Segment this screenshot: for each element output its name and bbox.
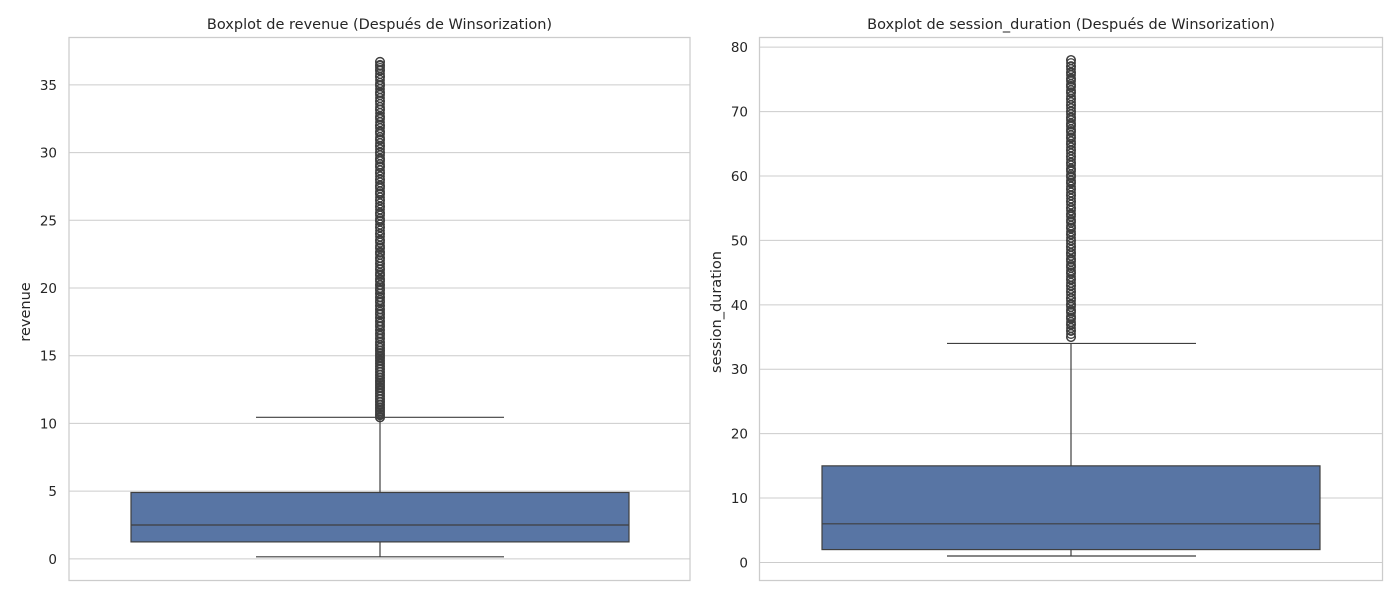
y-tick-labels-revenue: 0 5 10 15 20 25 30 35: [40, 78, 57, 568]
y-tick-label: 0: [48, 552, 57, 568]
iqr-box-session-duration: [821, 465, 1321, 551]
boxplot-session-duration: [821, 55, 1321, 557]
outlier-point-session-duration: [1066, 58, 1076, 69]
y-tick-label: 20: [40, 281, 57, 297]
y-tick-label: 70: [731, 105, 748, 121]
y-tick-label: 35: [40, 78, 57, 94]
chart-title-revenue: Boxplot de revenue (Después de Winsoriza…: [207, 17, 552, 33]
y-tick-label: 25: [40, 213, 57, 229]
y-tick-label: 10: [731, 491, 748, 507]
y-tick-label: 0: [739, 555, 748, 571]
y-tick-label: 60: [731, 169, 748, 185]
y-tick-label: 80: [731, 40, 748, 56]
y-tick-label: 10: [40, 416, 57, 432]
y-tick-labels-session-duration: 0 10 20 30 40 50 60 70 80: [731, 40, 748, 571]
boxplot-revenue: [130, 56, 630, 558]
outlier-point-session-duration: [1066, 61, 1076, 72]
plot-frame-session-duration: [758, 36, 1384, 582]
y-tick-label: 15: [40, 349, 57, 365]
y-tick-label: 30: [40, 146, 57, 162]
y-tick-label: 50: [731, 233, 748, 249]
panel-session-duration: Boxplot de session_duration (Después de …: [709, 17, 1384, 582]
y-tick-label: 5: [48, 484, 57, 500]
y-tick-label: 40: [731, 298, 748, 314]
plot-frame-revenue: [68, 36, 691, 582]
chart-title-session-duration: Boxplot de session_duration (Después de …: [867, 17, 1275, 33]
outlier-point-revenue: [375, 59, 385, 70]
outlier-point-revenue: [375, 56, 385, 67]
y-axis-label-session-duration: session_duration: [709, 251, 725, 373]
y-axis-label-revenue: revenue: [18, 282, 34, 341]
panel-revenue: Boxplot de revenue (Después de Winsoriza…: [18, 17, 691, 582]
outlier-point-revenue: [375, 62, 385, 73]
outlier-point-session-duration: [1066, 55, 1076, 65]
iqr-box-revenue: [130, 491, 630, 543]
y-tick-label: 30: [731, 362, 748, 378]
y-tick-label: 20: [731, 427, 748, 443]
